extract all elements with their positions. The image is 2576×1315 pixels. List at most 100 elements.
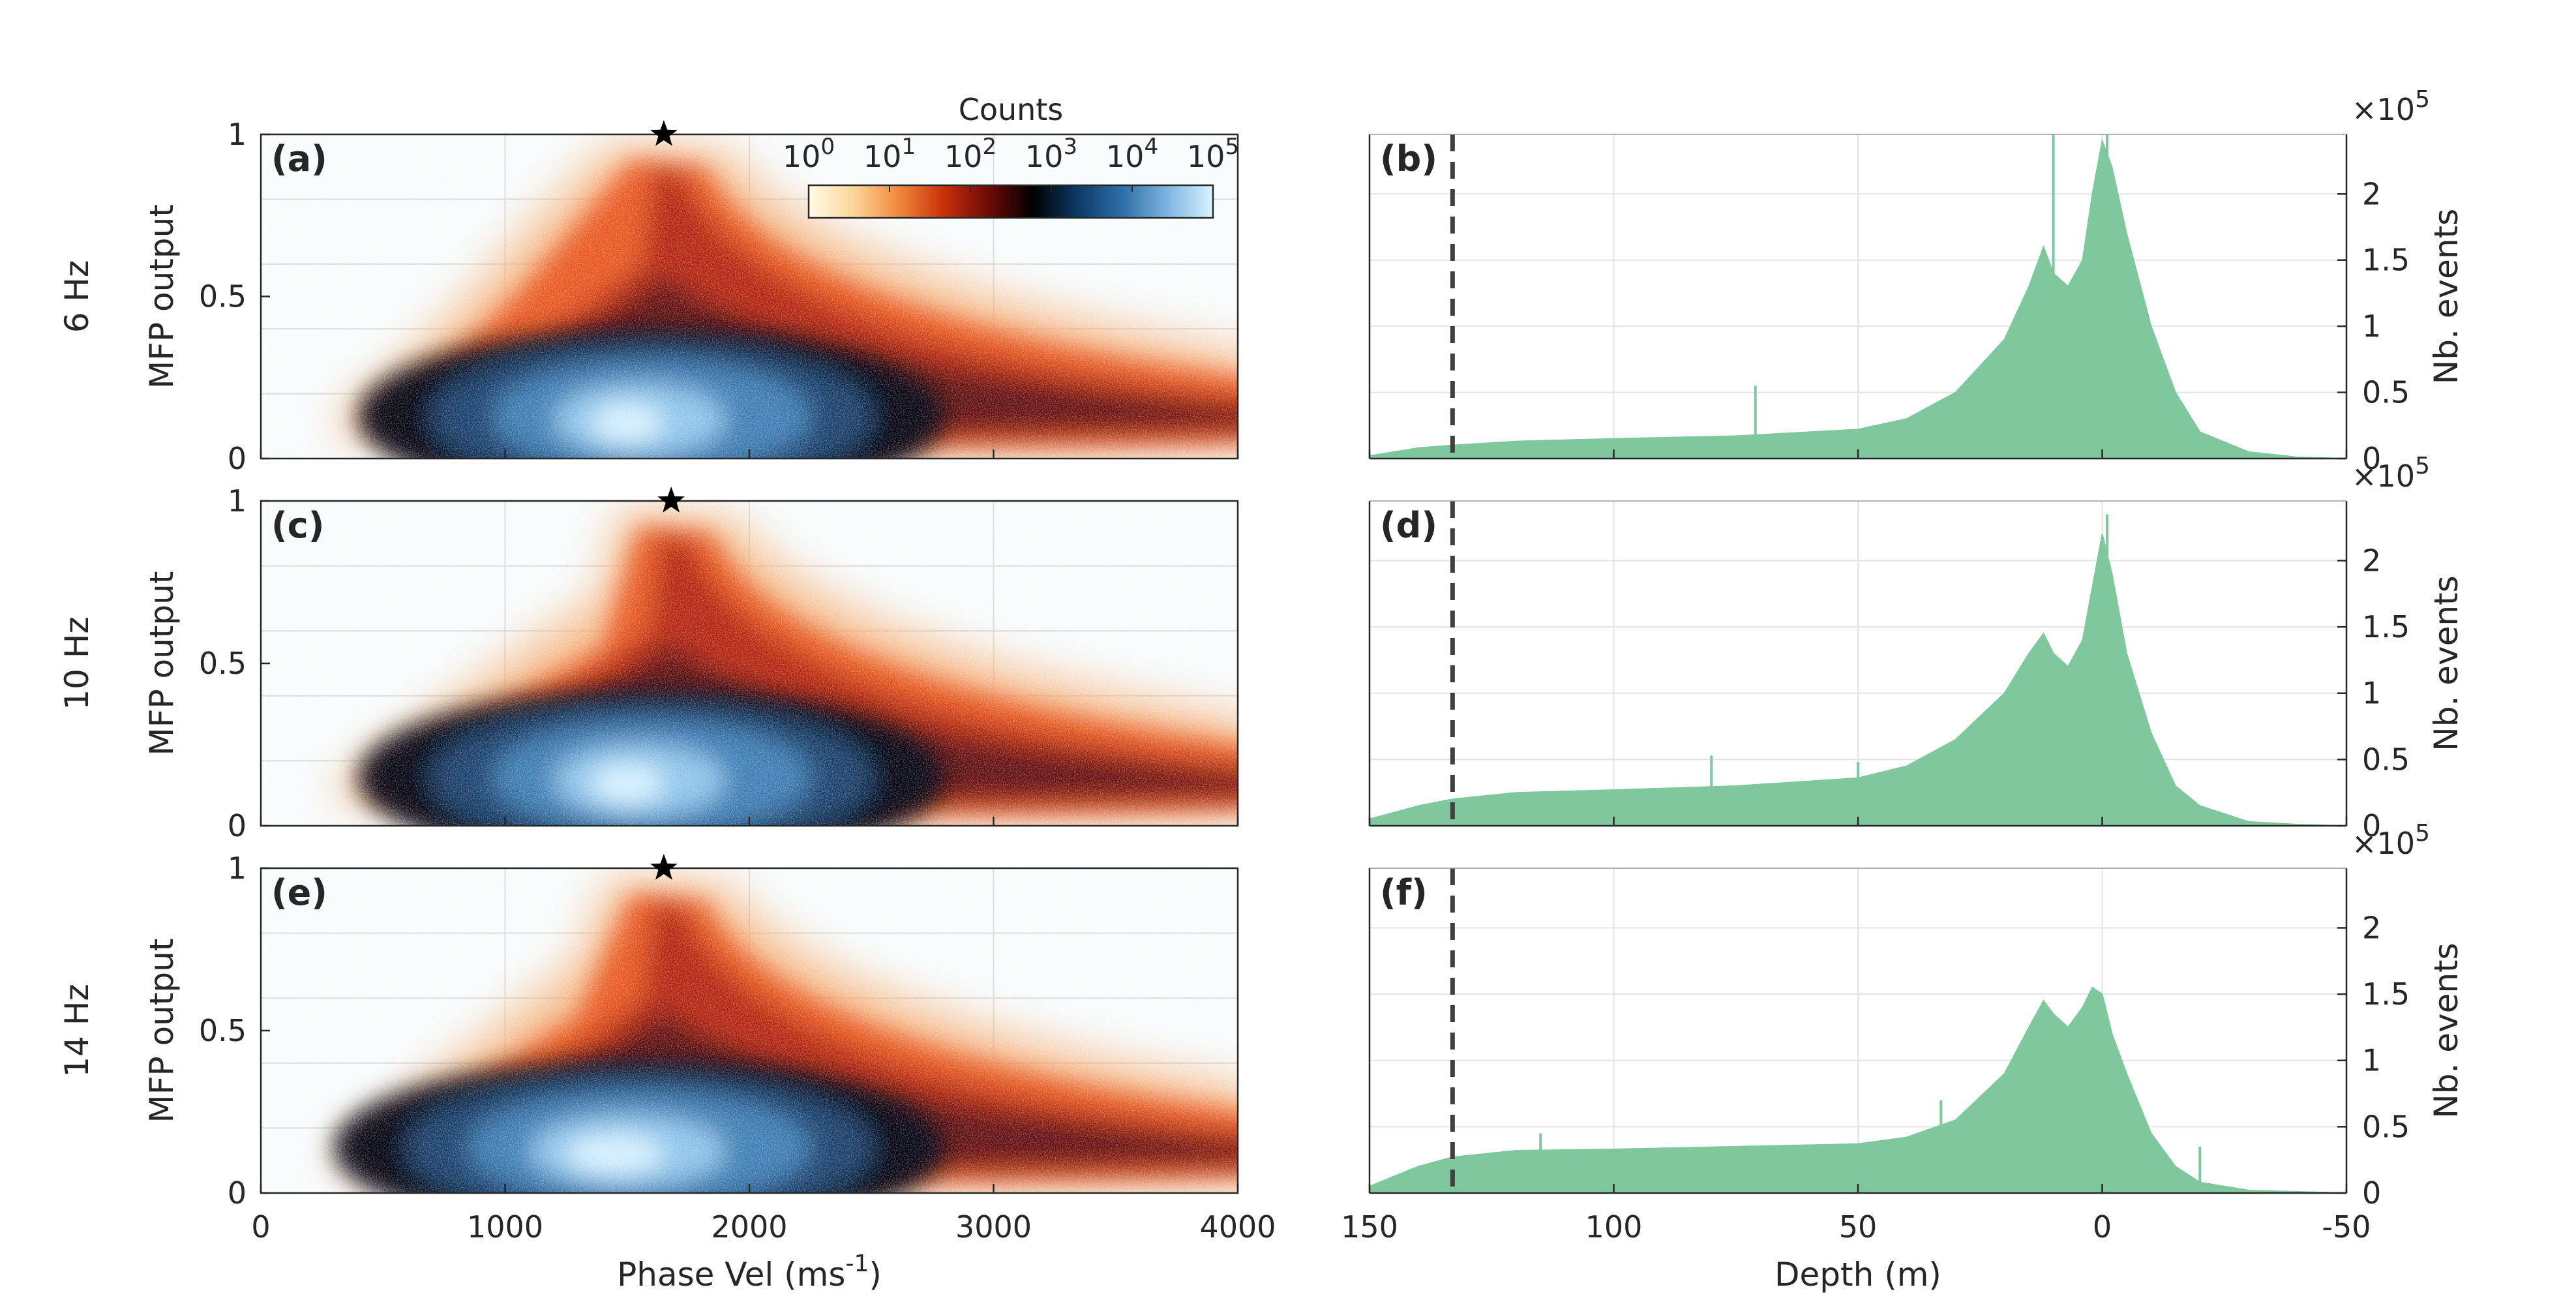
y-tick-label: 1.5	[2362, 243, 2410, 278]
y-tick-label: 0	[228, 1175, 247, 1211]
colorbar-tick-power: 4	[1144, 134, 1158, 160]
x-tick-label: 0	[2093, 1209, 2112, 1245]
colorbar-tick-base: 10	[944, 139, 983, 174]
y-tick-label: 0	[228, 808, 247, 843]
y-exponent-base: ×10	[2352, 92, 2415, 127]
panel-label: (f)	[1380, 872, 1428, 913]
colorbar-tick-power: 0	[820, 134, 835, 160]
y-exponent-label: ×105	[2352, 820, 2430, 861]
x-tick-label: 2000	[711, 1209, 787, 1245]
heatmap-panel-c: 0 0.5 1 (c) MFP output 10 Hz	[58, 483, 1239, 843]
colorbar-tick-label: 103	[1025, 134, 1077, 174]
colorbar-tick-power: 5	[1225, 134, 1239, 160]
panel-label: (e)	[271, 872, 327, 913]
y-axis-label: MFP output	[143, 571, 181, 756]
x-tick-label: 50	[1839, 1209, 1878, 1245]
heatmap-panel-a: 0 0.5 1 (a) MFP output 6 Hz	[58, 117, 1239, 476]
panel-label: (c)	[271, 505, 324, 546]
colorbar-title: Counts	[959, 92, 1064, 127]
y-tick-label: 0.5	[2362, 742, 2410, 777]
y-exponent-power: 5	[2415, 820, 2430, 847]
peak-star-marker	[657, 487, 685, 513]
panel-label: (d)	[1380, 505, 1437, 546]
y-tick-label: 1	[228, 117, 247, 152]
y-tick-label: 0.5	[2362, 1109, 2410, 1144]
y-exponent-power: 5	[2415, 453, 2430, 479]
y-exponent-base: ×10	[2352, 459, 2415, 494]
density-map	[261, 134, 1238, 459]
y-axis-label: MFP output	[143, 939, 181, 1123]
peak-star-marker	[650, 120, 678, 146]
y-tick-label: 0.5	[199, 646, 247, 681]
y-tick-label: 1	[2362, 676, 2381, 711]
colorbar-tick-base: 10	[783, 139, 821, 174]
x-axis-label: Phase Vel (ms-1)	[617, 1250, 882, 1293]
y-tick-label: 0	[2362, 1175, 2381, 1211]
y-exponent-base: ×10	[2352, 826, 2415, 861]
x-tick-label: -50	[2322, 1209, 2371, 1245]
y-tick-label: 2	[2362, 176, 2381, 211]
y-tick-label: 1.5	[2362, 976, 2410, 1012]
y-exponent-power: 5	[2415, 86, 2430, 113]
y-tick-label: 0	[228, 441, 247, 476]
panel-label: (b)	[1380, 138, 1437, 179]
y-axis-label: Nb. events	[2427, 575, 2465, 751]
histogram-bars	[1370, 134, 2346, 459]
colorbar-tick-label: 100	[783, 134, 835, 174]
y-tick-label: 1	[228, 851, 247, 886]
panel-label: (a)	[271, 138, 327, 179]
y-tick-label: 0.5	[2362, 375, 2410, 410]
y-tick-label: 0	[2362, 808, 2381, 843]
y-axis-label: Nb. events	[2427, 943, 2465, 1118]
row-frequency-label: 14 Hz	[58, 984, 96, 1077]
density-texture	[261, 868, 1238, 1193]
row-frequency-label: 6 Hz	[58, 260, 96, 333]
x-tick-label: 0	[251, 1209, 270, 1245]
y-tick-label: 2	[2362, 543, 2381, 578]
row-frequency-label: 10 Hz	[58, 616, 96, 710]
y-tick-label: 2	[2362, 910, 2381, 945]
histogram-area	[1370, 986, 2346, 1193]
x-tick-label: 150	[1341, 1209, 1398, 1245]
y-exponent-label: ×105	[2352, 453, 2430, 494]
y-axis-label: MFP output	[143, 204, 181, 389]
x-tick-label: 1000	[467, 1209, 543, 1245]
density-map	[261, 501, 1238, 826]
histogram-panel-b: 00.511.52×105(b)Nb. events	[1368, 86, 2465, 476]
y-exponent-label: ×105	[2352, 86, 2430, 127]
colorbar-tick-base: 10	[1025, 139, 1064, 174]
x-axis-label-text: Phase Vel (ms	[617, 1256, 845, 1293]
colorbar-tick-label: 101	[863, 134, 916, 174]
colorbar-tick-power: 1	[901, 134, 916, 160]
colorbar-tick-label: 105	[1187, 134, 1239, 174]
histogram-bars	[1370, 986, 2346, 1193]
density-texture	[261, 501, 1238, 826]
y-axis-label: Nb. events	[2427, 209, 2465, 384]
y-tick-label: 0	[2362, 441, 2381, 476]
histogram-panel-d: 0 0.5 1 1.5 2 ×105 (d) Nb. events	[1368, 453, 2465, 843]
heatmap-panel-e: 0 1000 2000 3000 4000 0 0.5 1 (e) MFP output 14 Hz…	[58, 851, 1276, 1293]
x-axis-label-power: -1	[845, 1250, 869, 1277]
colorbar-tick-base: 10	[1106, 139, 1145, 174]
density-texture	[261, 134, 1238, 459]
y-tick-label: 1	[2362, 1043, 2381, 1078]
colorbar-tick-power: 2	[982, 134, 996, 160]
y-tick-label: 0.5	[199, 279, 247, 314]
colorbar-tick-base: 10	[863, 139, 902, 174]
x-axis-label: Depth (m)	[1775, 1256, 1941, 1293]
colorbar-tick-label: 104	[1106, 134, 1158, 174]
colorbar-tick-label: 102	[944, 134, 996, 174]
x-tick-label: 3000	[955, 1209, 1032, 1245]
density-map	[261, 868, 1238, 1193]
y-tick-label: 1	[228, 483, 247, 519]
peak-star-marker	[650, 854, 678, 880]
x-tick-label: 100	[1585, 1209, 1643, 1245]
y-tick-label: 1.5	[2362, 609, 2410, 644]
colorbar-tick-power: 3	[1063, 134, 1077, 160]
x-tick-label: 4000	[1199, 1209, 1276, 1245]
y-tick-label: 1	[2362, 309, 2381, 344]
histogram-bars	[1370, 514, 2346, 826]
